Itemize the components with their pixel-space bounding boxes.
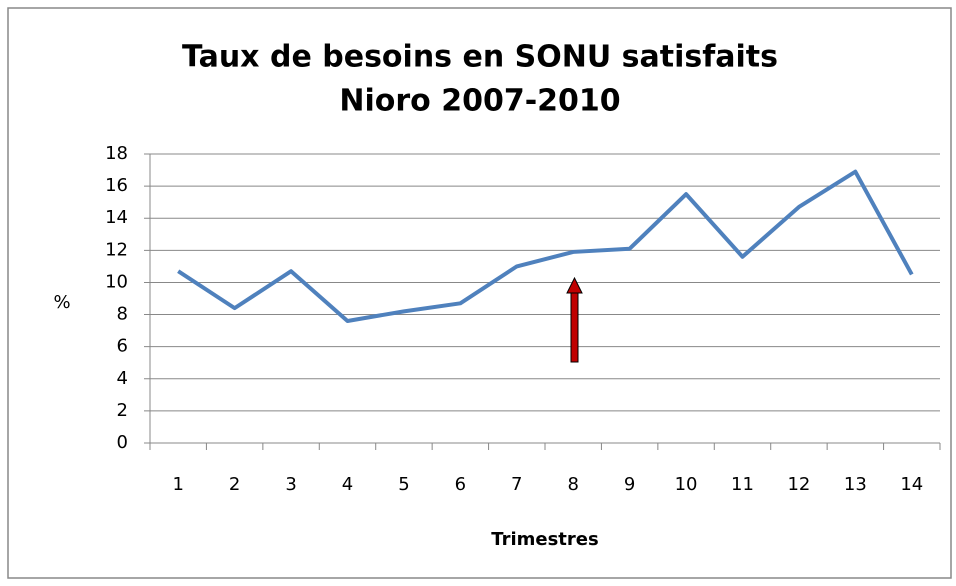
x-tick-label: 6 (455, 474, 466, 495)
y-tick-label: 14 (105, 207, 128, 228)
y-tick-label: 0 (117, 432, 128, 453)
x-tick-label: 10 (675, 474, 698, 495)
x-tick-label: 4 (342, 474, 353, 495)
y-tick-label: 16 (105, 175, 128, 196)
chart-title: Taux de besoins en SONU satisfaits (182, 40, 778, 75)
x-tick-label: 12 (787, 474, 810, 495)
x-tick-label: 11 (731, 474, 754, 495)
chart-subtitle: Nioro 2007-2010 (339, 84, 620, 119)
x-axis-label: Trimestres (491, 529, 598, 550)
y-tick-label: 2 (117, 400, 128, 421)
y-tick-label: 10 (105, 271, 128, 292)
y-tick-label: 12 (105, 239, 128, 260)
x-tick-label: 13 (844, 474, 867, 495)
x-tick-label: 9 (624, 474, 635, 495)
x-tick-label: 8 (567, 474, 578, 495)
x-tick-label: 5 (398, 474, 409, 495)
line-series (177, 169, 914, 323)
y-tick-label: 8 (117, 304, 128, 325)
y-axis-label: % (53, 292, 70, 313)
x-tick-label: 14 (900, 474, 923, 495)
y-tick-label: 18 (105, 143, 128, 164)
x-tick-label: 1 (172, 474, 183, 495)
arrow (566, 276, 583, 363)
x-tick-label: 3 (285, 474, 296, 495)
arrow-head (566, 276, 583, 294)
x-tick-label: 2 (229, 474, 240, 495)
x-tick-label: 7 (511, 474, 522, 495)
y-tick-label: 4 (117, 368, 128, 389)
y-tick-label: 6 (117, 336, 128, 357)
arrow-shaft (570, 291, 579, 363)
